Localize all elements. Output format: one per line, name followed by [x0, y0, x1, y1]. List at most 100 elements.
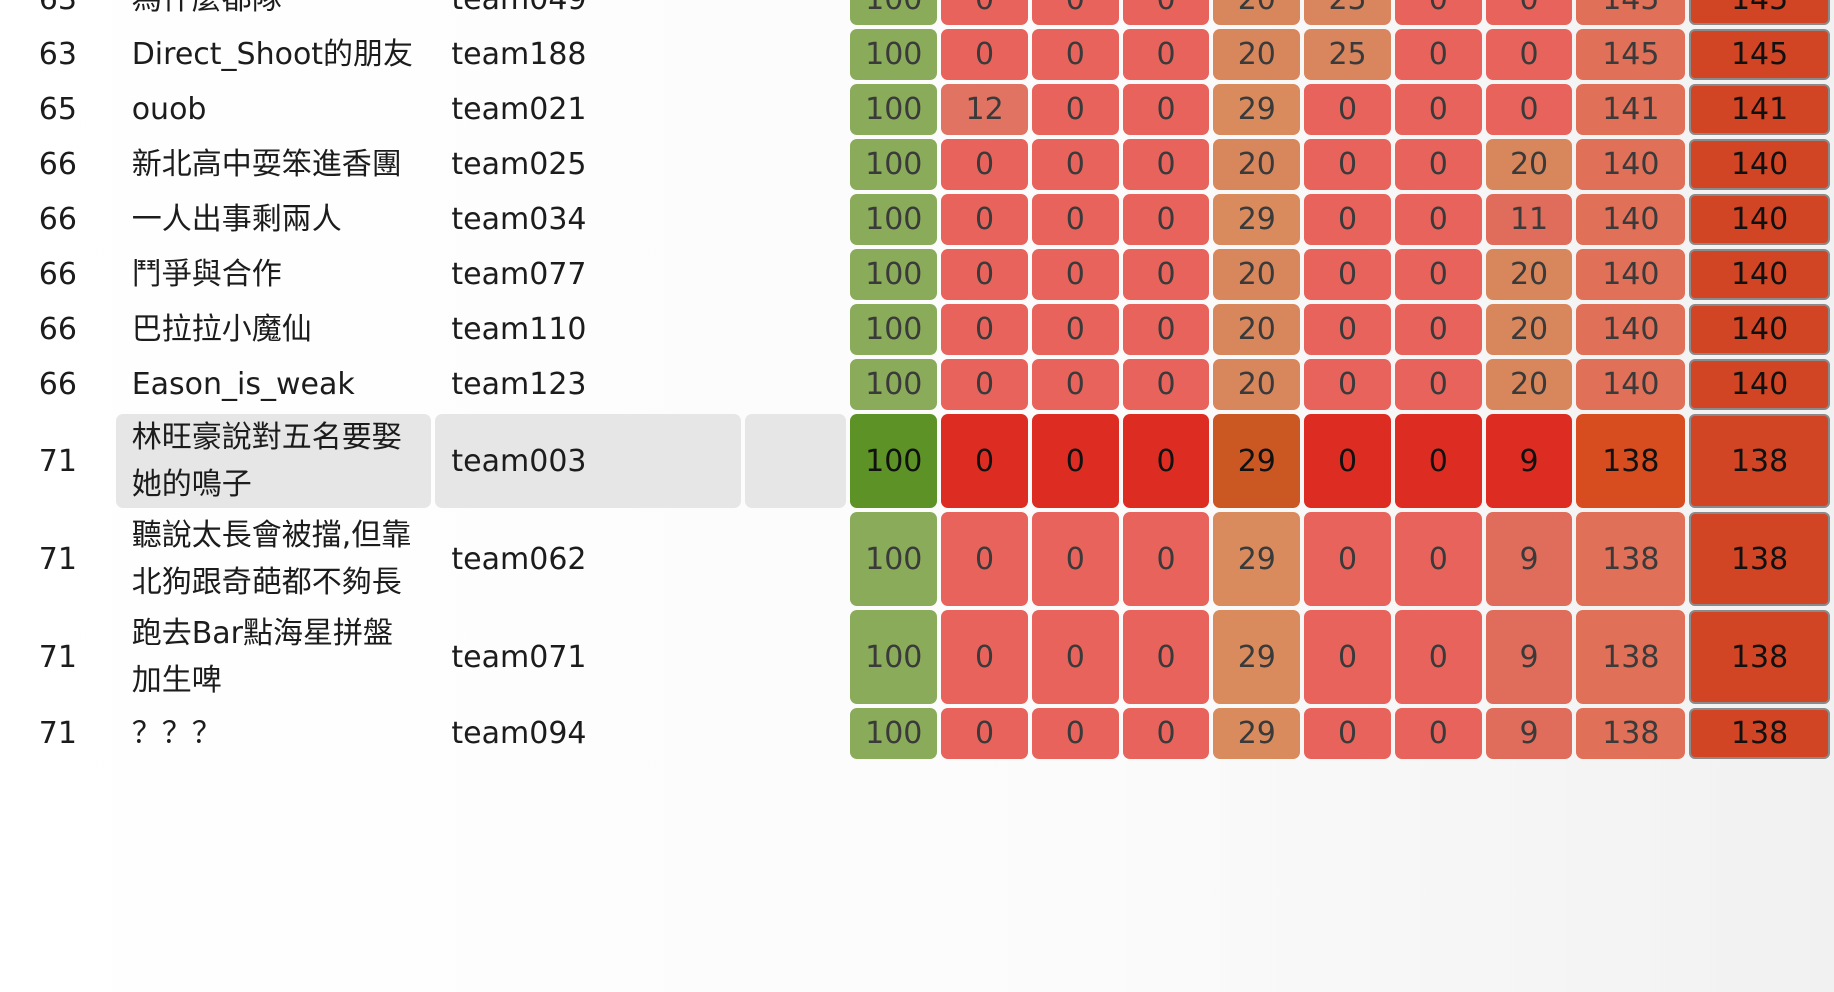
score-cell: 0	[1031, 610, 1119, 704]
score-cell: 0	[941, 0, 1028, 25]
total-score-cell: 140	[1689, 359, 1830, 410]
score-cell: 29	[1213, 194, 1301, 245]
team-id-cell: team077	[451, 257, 587, 292]
score-cell: 0	[1394, 610, 1482, 704]
table-row[interactable]: 66 巴拉拉小魔仙 team110 100 0 0 0 20 0 0 20 14…	[4, 304, 1830, 355]
total-score-cell: 140	[1689, 249, 1830, 300]
score-cell: 20	[1213, 29, 1301, 80]
score-cell: 0	[941, 610, 1028, 704]
table-row-highlighted[interactable]: 71 林旺豪說對五名要娶她的鳴子 team003 100 0 0 0 29 0 …	[4, 414, 1830, 508]
score-cell: 100	[850, 29, 938, 80]
score-cell: 9	[1485, 708, 1573, 759]
score-cell: 0	[1304, 610, 1391, 704]
score-cell: 100	[850, 249, 938, 300]
score-cell: 0	[1122, 249, 1210, 300]
rank-cell: 66	[38, 312, 77, 347]
sum-cell: 138	[1576, 708, 1686, 759]
table-row[interactable]: 65 ouob team021 100 12 0 0 29 0 0 0 141 …	[4, 84, 1830, 135]
team-id-cell: team003	[435, 414, 741, 508]
sum-cell: 138	[1576, 610, 1686, 704]
score-cell: 0	[1031, 414, 1119, 508]
score-cell: 0	[1394, 0, 1482, 25]
score-cell: 0	[941, 194, 1028, 245]
score-cell: 0	[941, 414, 1028, 508]
rank-cell: 71	[38, 639, 77, 675]
total-score-cell: 140	[1689, 194, 1830, 245]
total-score-cell: 138	[1689, 610, 1830, 704]
spacer-cell	[745, 0, 847, 25]
rank-cell: 63	[38, 37, 77, 72]
score-cell: 9	[1485, 414, 1573, 508]
sum-cell: 138	[1576, 414, 1686, 508]
team-id-cell: team071	[451, 639, 587, 675]
score-cell: 0	[941, 512, 1028, 606]
sum-cell: 145	[1576, 0, 1686, 25]
spacer-cell	[745, 610, 847, 704]
score-cell: 0	[1394, 29, 1482, 80]
score-cell: 20	[1213, 0, 1301, 25]
score-cell: 100	[850, 512, 938, 606]
score-cell: 100	[850, 194, 938, 245]
score-cell: 0	[1122, 84, 1210, 135]
score-cell: 20	[1485, 139, 1573, 190]
team-id-cell: team021	[451, 92, 587, 127]
table-row[interactable]: 66 新北高中耍笨進香團 team025 100 0 0 0 20 0 0 20…	[4, 139, 1830, 190]
score-cell: 20	[1213, 359, 1301, 410]
score-cell: 0	[1122, 194, 1210, 245]
score-cell: 20	[1485, 359, 1573, 410]
score-cell: 0	[1031, 304, 1119, 355]
table-row[interactable]: 63 為什麼都隊 team049 100 0 0 0 20 25 0 0 145…	[4, 0, 1830, 25]
score-cell: 0	[1394, 512, 1482, 606]
score-cell: 0	[1394, 708, 1482, 759]
spacer-cell	[745, 194, 847, 245]
score-cell: 0	[1031, 194, 1119, 245]
sum-cell: 140	[1576, 139, 1686, 190]
score-cell: 29	[1213, 610, 1301, 704]
team-name-cell: ？？？	[131, 716, 222, 751]
team-name-cell: ouob	[131, 92, 207, 127]
table-row[interactable]: 66 Eason_is_weak team123 100 0 0 0 20 0 …	[4, 359, 1830, 410]
team-id-cell: team049	[435, 0, 740, 25]
table-row[interactable]: 71 聽說太長會被擋,但靠北狗跟奇葩都不夠長 team062 100 0 0 0…	[4, 512, 1830, 606]
score-cell: 29	[1213, 414, 1301, 508]
score-cell: 100	[850, 304, 938, 355]
sum-cell: 140	[1576, 304, 1686, 355]
score-cell: 100	[850, 0, 938, 25]
sum-cell: 138	[1576, 512, 1686, 606]
score-cell: 100	[850, 610, 938, 704]
team-name-cell: 一人出事剩兩人	[131, 202, 342, 237]
table-row[interactable]: 63 Direct_Shoot的朋友 team188 100 0 0 0 20 …	[4, 29, 1830, 80]
score-cell: 11	[1485, 194, 1573, 245]
score-cell: 0	[1394, 414, 1482, 508]
score-cell: 0	[1122, 359, 1210, 410]
table-row[interactable]: 66 鬥爭與合作 team077 100 0 0 0 20 0 0 20 140…	[4, 249, 1830, 300]
score-cell: 0	[1304, 512, 1391, 606]
score-cell: 29	[1213, 84, 1301, 135]
team-name-cell: Direct_Shoot的朋友	[131, 37, 414, 72]
spacer-cell	[745, 708, 847, 759]
sum-cell: 141	[1576, 84, 1686, 135]
table-row[interactable]: 66 一人出事剩兩人 team034 100 0 0 0 29 0 0 11 1…	[4, 194, 1830, 245]
score-cell: 0	[1031, 0, 1119, 25]
score-cell: 0	[1031, 29, 1119, 80]
rank-cell: 66	[38, 147, 77, 182]
table-row[interactable]: 71 ？？？ team094 100 0 0 0 29 0 0 9 138 13…	[4, 708, 1830, 759]
score-cell: 0	[1304, 249, 1391, 300]
rank-cell: 63	[4, 0, 112, 25]
score-cell: 29	[1213, 708, 1301, 759]
score-cell: 20	[1213, 249, 1301, 300]
total-score-cell: 140	[1689, 304, 1830, 355]
team-id-cell: team123	[451, 367, 587, 402]
score-cell: 0	[1304, 139, 1391, 190]
score-cell: 0	[1122, 414, 1210, 508]
score-cell: 0	[941, 139, 1028, 190]
rank-cell: 71	[38, 443, 77, 479]
score-cell: 0	[1031, 708, 1119, 759]
table-row[interactable]: 71 跑去Bar點海星拼盤加生啤 team071 100 0 0 0 29 0 …	[4, 610, 1830, 704]
score-cell: 9	[1485, 512, 1573, 606]
score-cell: 0	[1485, 29, 1573, 80]
score-cell: 100	[850, 84, 938, 135]
rank-cell: 71	[38, 541, 77, 577]
score-cell: 0	[1304, 84, 1391, 135]
score-cell: 100	[850, 414, 938, 508]
